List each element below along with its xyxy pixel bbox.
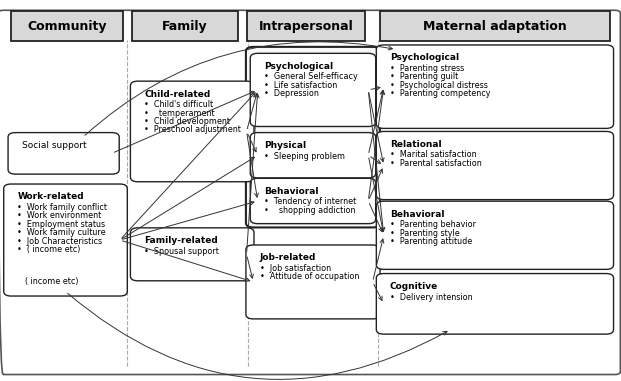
Text: Behavioral: Behavioral bbox=[264, 187, 319, 196]
FancyBboxPatch shape bbox=[380, 11, 610, 41]
FancyBboxPatch shape bbox=[376, 45, 614, 128]
Text: Physical: Physical bbox=[264, 141, 306, 150]
Text: Social support: Social support bbox=[22, 141, 86, 150]
FancyBboxPatch shape bbox=[250, 53, 376, 126]
Text: Behavioral: Behavioral bbox=[390, 210, 445, 219]
Text: Family: Family bbox=[162, 20, 207, 33]
Text: •  Job satisfaction: • Job satisfaction bbox=[260, 264, 331, 273]
FancyBboxPatch shape bbox=[250, 178, 376, 224]
Text: Intrapersonal: Intrapersonal bbox=[258, 20, 353, 33]
FancyBboxPatch shape bbox=[247, 11, 365, 41]
FancyBboxPatch shape bbox=[250, 133, 376, 178]
Text: ( income etc): ( income etc) bbox=[25, 277, 78, 286]
Text: •  Work family culture: • Work family culture bbox=[17, 228, 106, 237]
Text: Psychological: Psychological bbox=[390, 53, 459, 62]
Text: •  Delivery intension: • Delivery intension bbox=[390, 293, 473, 302]
Text: •  Job Characteristics: • Job Characteristics bbox=[17, 237, 102, 246]
FancyBboxPatch shape bbox=[130, 81, 254, 182]
Text: Relational: Relational bbox=[390, 140, 442, 149]
Text: •  Parenting competency: • Parenting competency bbox=[390, 89, 491, 98]
Text: Community: Community bbox=[27, 20, 107, 33]
FancyBboxPatch shape bbox=[246, 245, 380, 319]
FancyBboxPatch shape bbox=[11, 11, 123, 41]
Text: •  Parenting guilt: • Parenting guilt bbox=[390, 72, 458, 82]
Text: •  Marital satisfaction: • Marital satisfaction bbox=[390, 150, 476, 160]
Text: •  Work family conflict: • Work family conflict bbox=[17, 203, 107, 212]
Text: •  Work environment: • Work environment bbox=[17, 211, 102, 221]
Text: •  Child's difficult: • Child's difficult bbox=[144, 100, 213, 109]
FancyBboxPatch shape bbox=[376, 274, 614, 334]
Text: Maternal adaptation: Maternal adaptation bbox=[424, 20, 567, 33]
FancyBboxPatch shape bbox=[130, 228, 254, 281]
Text: Cognitive: Cognitive bbox=[390, 282, 438, 291]
Text: •  Spousal support: • Spousal support bbox=[144, 247, 219, 256]
FancyBboxPatch shape bbox=[376, 131, 614, 200]
FancyBboxPatch shape bbox=[132, 11, 238, 41]
Text: •  Attitude of occupation: • Attitude of occupation bbox=[260, 272, 359, 282]
Text: •    shopping addiction: • shopping addiction bbox=[264, 206, 355, 215]
Text: Child-related: Child-related bbox=[144, 90, 211, 99]
Text: Job-related: Job-related bbox=[260, 253, 316, 263]
Text: Mother-related: Mother-related bbox=[260, 55, 327, 64]
Text: •  Parenting behavior: • Parenting behavior bbox=[390, 220, 476, 229]
Text: •  Parental satisfaction: • Parental satisfaction bbox=[390, 159, 482, 168]
Text: •  General Self-efficacy: • General Self-efficacy bbox=[264, 72, 358, 82]
Text: •  Parenting stress: • Parenting stress bbox=[390, 64, 465, 73]
FancyBboxPatch shape bbox=[8, 133, 119, 174]
FancyBboxPatch shape bbox=[246, 47, 380, 227]
Text: Family-related: Family-related bbox=[144, 236, 218, 245]
FancyBboxPatch shape bbox=[376, 201, 614, 269]
Text: •    temperament: • temperament bbox=[144, 109, 215, 118]
Text: Work-related: Work-related bbox=[17, 192, 84, 202]
Text: •  Depression: • Depression bbox=[264, 89, 319, 98]
Text: •  Parenting attitude: • Parenting attitude bbox=[390, 237, 472, 246]
Text: •  Child development: • Child development bbox=[144, 117, 230, 126]
Text: •  ( income etc): • ( income etc) bbox=[17, 245, 81, 254]
Text: Psychological: Psychological bbox=[264, 62, 333, 71]
Text: •  Psychological distress: • Psychological distress bbox=[390, 81, 488, 90]
Text: •  Tendency of internet: • Tendency of internet bbox=[264, 197, 356, 207]
Text: •  Life satisfaction: • Life satisfaction bbox=[264, 81, 337, 90]
Text: •  Employment status: • Employment status bbox=[17, 220, 106, 229]
Text: •  Parenting style: • Parenting style bbox=[390, 229, 460, 238]
Text: •  Sleeping problem: • Sleeping problem bbox=[264, 152, 345, 161]
Text: •  Preschool adjustment: • Preschool adjustment bbox=[144, 125, 241, 134]
FancyBboxPatch shape bbox=[4, 184, 127, 296]
